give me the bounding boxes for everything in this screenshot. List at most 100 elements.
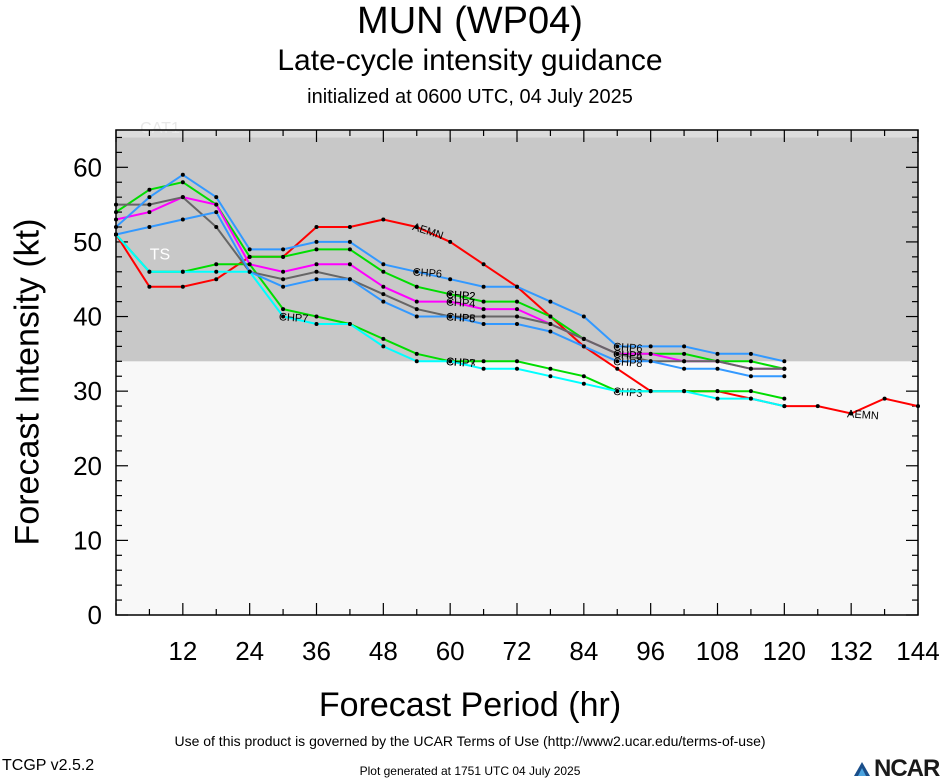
data-point (615, 366, 620, 371)
y-tick-label: 40 (73, 302, 102, 332)
data-point (815, 404, 820, 409)
initialization-time: initialized at 0600 UTC, 04 July 2025 (307, 86, 633, 108)
data-point (147, 195, 152, 200)
data-point (247, 254, 252, 259)
data-point (481, 299, 486, 304)
terms-of-use-notice: Use of this product is governed by the U… (174, 733, 766, 749)
data-point (314, 322, 319, 326)
data-point (682, 344, 687, 349)
data-point (214, 210, 219, 215)
data-point (247, 269, 252, 274)
x-tick-label: 72 (503, 636, 532, 666)
series-inline-label: CHP8 (446, 311, 476, 325)
data-point (414, 307, 419, 312)
series-inline-label: CHP2 (446, 289, 476, 303)
data-point (748, 389, 753, 394)
data-point (114, 225, 118, 229)
data-point (214, 195, 219, 200)
data-point (448, 299, 453, 304)
data-point (782, 374, 787, 379)
data-point (515, 366, 519, 371)
x-tick-label: 108 (696, 636, 739, 666)
x-tick-label: 60 (436, 636, 465, 666)
data-point (381, 292, 386, 297)
data-point (782, 404, 787, 409)
data-point (648, 389, 653, 394)
series-inline-label: CHP5 (613, 349, 643, 363)
data-point (581, 381, 586, 386)
x-tick-label: 144 (896, 636, 939, 666)
data-point (281, 247, 286, 252)
data-point (481, 307, 486, 312)
y-tick-label: 10 (73, 525, 102, 555)
data-point (147, 202, 152, 207)
data-point (715, 351, 720, 356)
data-point (247, 262, 252, 267)
data-point (214, 269, 219, 274)
data-point (347, 277, 352, 282)
data-point (715, 389, 720, 394)
data-point (381, 344, 386, 349)
data-point (314, 239, 319, 244)
data-point (147, 210, 152, 215)
data-point (314, 247, 319, 252)
data-point (347, 239, 352, 244)
data-point (314, 277, 319, 282)
data-point (180, 269, 185, 274)
data-point (882, 396, 887, 401)
data-point (281, 269, 286, 274)
x-tick-label: 84 (569, 636, 598, 666)
data-point (180, 172, 185, 177)
data-point (381, 336, 386, 341)
data-point (381, 217, 386, 222)
data-point (648, 344, 653, 349)
data-point (147, 269, 152, 274)
data-point (314, 225, 319, 229)
data-point (548, 374, 553, 379)
y-tick-label: 20 (73, 451, 102, 481)
data-point (147, 225, 152, 229)
data-point (180, 284, 185, 289)
ncar-logo: NCAR (852, 755, 940, 782)
data-point (748, 351, 753, 356)
data-point (615, 389, 620, 394)
data-point (782, 396, 787, 401)
data-point (247, 247, 252, 252)
ncar-logo-text: NCAR (874, 755, 940, 782)
data-point (314, 314, 319, 319)
data-point (414, 314, 419, 319)
series-inline-label: CHP6 (412, 267, 442, 281)
data-point (782, 359, 787, 364)
series-inline-label: AEMN (847, 408, 880, 422)
data-point (515, 314, 519, 319)
data-point (615, 344, 620, 349)
data-point (381, 284, 386, 289)
data-point (281, 254, 286, 259)
data-point (581, 336, 586, 341)
data-point (448, 239, 453, 244)
series-inline-label: CHP7 (279, 311, 309, 325)
data-point (180, 180, 185, 185)
data-point (748, 396, 753, 401)
data-point (682, 351, 687, 356)
data-point (548, 322, 553, 326)
data-point (414, 299, 419, 304)
data-point (281, 277, 286, 282)
data-point (682, 359, 687, 364)
data-point (715, 359, 720, 364)
data-point (782, 366, 787, 371)
data-point (147, 187, 152, 192)
data-point (548, 314, 553, 319)
y-tick-label: 50 (73, 227, 102, 257)
data-point (381, 299, 386, 304)
data-point (114, 202, 118, 207)
data-point (748, 374, 753, 379)
data-point (515, 322, 519, 326)
data-point (548, 366, 553, 371)
x-tick-label: 12 (168, 636, 197, 666)
data-point (314, 269, 319, 274)
chart-title: MUN (WP04) (357, 0, 583, 42)
data-point (281, 314, 286, 319)
series-inline-label: CHP3 (613, 386, 643, 400)
